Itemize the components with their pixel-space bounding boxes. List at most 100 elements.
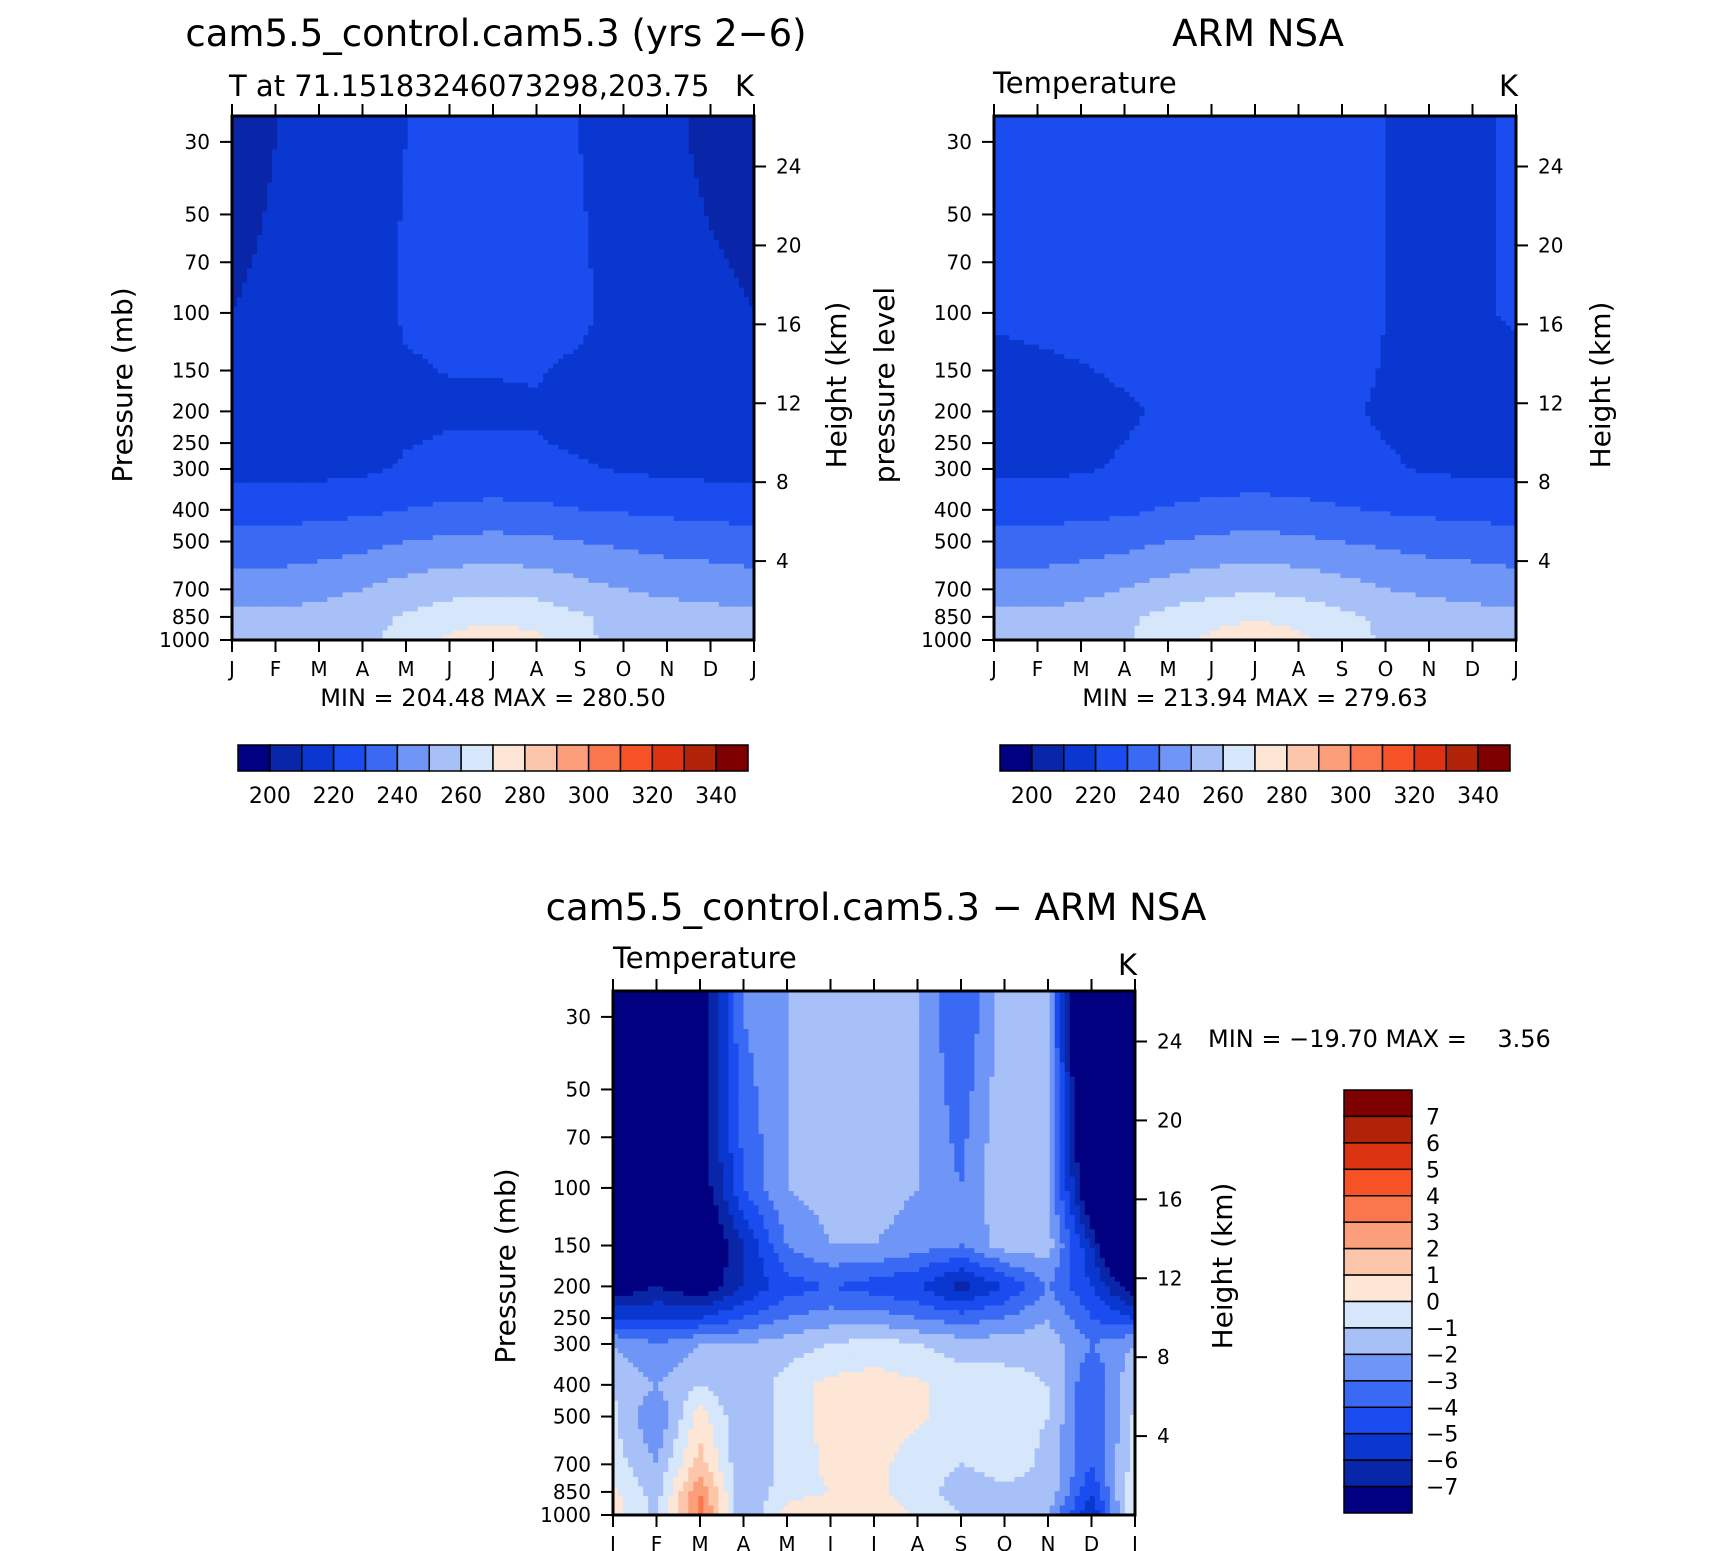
contour-cell [272,221,278,226]
contour-cell [287,154,293,159]
contour-cell [729,249,735,254]
contour-cell [649,140,655,145]
contour-cell [448,145,454,150]
contour-cell [709,235,715,240]
contour-cell [297,221,303,226]
contour-cell [528,173,534,178]
contour-cell [378,249,384,254]
contour-cell [287,321,293,326]
contour-cell [483,235,489,240]
contour-cell [744,192,750,197]
contour-cell [578,226,584,231]
contour-cell [363,302,369,307]
contour-cell [654,202,660,207]
contour-cell [453,273,459,278]
contour-cell [408,159,414,164]
contour-cell [413,264,419,269]
contour-cell [408,249,414,254]
contour-cell [709,254,715,259]
contour-cell [568,278,574,283]
contour-cell [739,230,745,235]
contour-cell [734,192,740,197]
contour-cell [608,340,614,345]
contour-cell [644,307,650,312]
contour-cell [433,307,439,312]
contour-cell [624,292,630,297]
contour-cell [613,183,619,188]
contour-cell [322,268,328,273]
contour-cell [624,321,630,326]
contour-cell [337,287,343,292]
contour-cell [538,307,544,312]
contour-cell [408,311,414,316]
contour-cell [548,197,554,202]
contour-cell [443,330,449,335]
contour-cell [473,168,479,173]
contour-cell [468,340,474,345]
contour-cell [578,311,584,316]
contour-cell [654,140,660,145]
contour-cell [694,211,700,216]
contour-cell [473,207,479,212]
contour-cell [398,121,404,126]
contour-cell [744,178,750,183]
contour-cell [724,245,730,250]
contour-cell [523,249,529,254]
contour-cell [282,264,288,269]
contour-cell [719,216,725,221]
contour-cell [443,316,449,321]
contour-cell [618,240,624,245]
contour-cell [423,330,429,335]
contour-cell [689,235,695,240]
contour-cell [458,126,464,131]
contour-cell [719,311,725,316]
contour-cell [624,340,630,345]
contour-cell [588,235,594,240]
contour-cell [649,302,655,307]
contour-cell [583,226,589,231]
contour-cell [317,264,323,269]
contour-cell [388,283,394,288]
contour-cell [242,273,248,278]
contour-cell [302,307,308,312]
contour-cell [332,321,338,326]
contour-cell [639,259,645,264]
contour-cell [347,292,353,297]
contour-cell [513,292,519,297]
contour-cell [398,278,404,283]
contour-cell [307,297,313,302]
contour-cell [518,340,524,345]
contour-cell [654,164,660,169]
contour-cell [282,245,288,250]
contour-cell [694,230,700,235]
contour-cell [553,245,559,250]
contour-cell [593,183,599,188]
contour-cell [568,235,574,240]
contour-cell [704,192,710,197]
contour-cell [664,287,670,292]
contour-cell [674,183,680,188]
contour-cell [252,140,258,145]
contour-cell [724,230,730,235]
contour-cell [603,207,609,212]
contour-cell [272,259,278,264]
contour-cell [538,235,544,240]
contour-cell [608,287,614,292]
contour-cell [237,216,243,221]
contour-cell [287,311,293,316]
contour-cell [398,226,404,231]
contour-cell [684,264,690,269]
contour-cell [443,135,449,140]
contour-cell [649,154,655,159]
contour-cell [337,164,343,169]
contour-cell [242,207,248,212]
contour-cell [378,335,384,340]
contour-cell [458,145,464,150]
contour-cell [413,121,419,126]
contour-cell [383,126,389,131]
contour-cell [307,183,313,188]
contour-cell [558,130,564,135]
contour-cell [282,335,288,340]
contour-cell [297,287,303,292]
contour-cell [639,187,645,192]
